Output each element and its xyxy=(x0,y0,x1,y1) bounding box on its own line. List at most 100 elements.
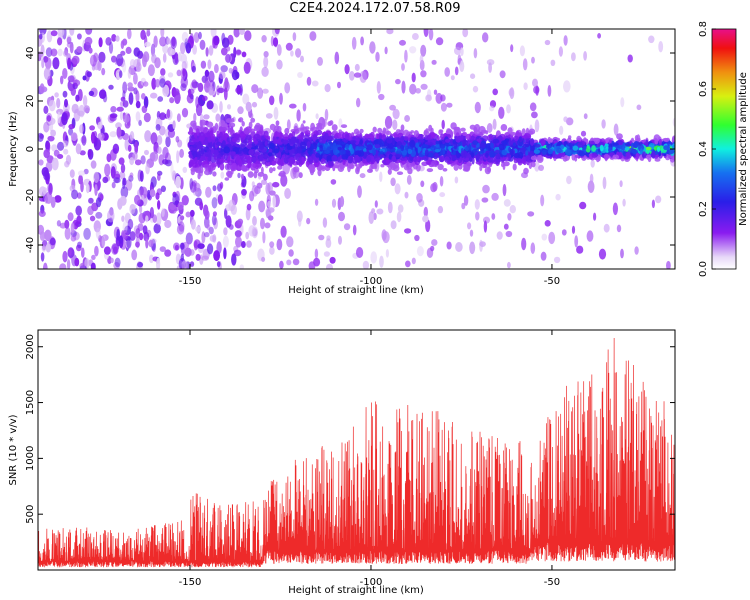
spectrogram-cell xyxy=(56,97,61,109)
snr-series-line xyxy=(38,338,675,568)
spectrogram-cell xyxy=(386,137,393,144)
spectrogram-cell xyxy=(297,134,303,140)
spectrogram-cell xyxy=(322,217,328,228)
spectrogram-cell xyxy=(418,139,425,143)
spectrogram-cell xyxy=(567,143,574,147)
spectrogram-cell xyxy=(265,207,272,218)
colorbar-label: Normalized spectral amplitude xyxy=(738,72,749,226)
y-tick-label: 40 xyxy=(25,47,36,60)
spectrogram-cell xyxy=(251,101,258,108)
spectrogram-cell xyxy=(306,217,311,225)
spectrogram-cell xyxy=(404,115,410,122)
spectrogram-cell xyxy=(241,165,248,171)
spectrogram-cell xyxy=(509,148,514,156)
spectrogram-cell xyxy=(192,44,198,55)
spectrogram-cell xyxy=(226,118,233,124)
spectrogram-cell xyxy=(593,137,600,144)
spectrogram-cell xyxy=(555,193,561,201)
spectrogram-cell xyxy=(292,32,297,42)
x-tick-label: -150 xyxy=(179,577,202,588)
spectrogram-cell xyxy=(191,139,199,143)
spectrogram-cell xyxy=(276,238,283,251)
spectrogram-cell xyxy=(132,151,138,161)
spectrogram-cell xyxy=(93,171,100,184)
spectrogram-cell xyxy=(194,167,199,172)
spectrogram-cell xyxy=(265,135,271,140)
spectrogram-cell xyxy=(609,152,615,156)
spectrogram-cell xyxy=(269,123,276,131)
spectrogram-cell xyxy=(414,234,420,242)
spectrogram-cell xyxy=(208,45,214,56)
spectrogram-cell xyxy=(385,249,389,258)
spectrogram-cell xyxy=(304,126,310,131)
spectrogram-cell xyxy=(47,135,55,142)
spectrogram-cell xyxy=(164,219,172,229)
spectrogram-cell xyxy=(39,231,46,242)
spectrogram-cell xyxy=(51,144,58,152)
spectrogram-cell xyxy=(425,219,431,233)
spectrogram-cell xyxy=(455,136,462,143)
spectrogram-cell xyxy=(651,150,656,159)
spectrogram-cell xyxy=(419,54,424,64)
spectrogram-cell xyxy=(420,44,427,57)
spectrogram-cell xyxy=(576,245,584,254)
spectrogram-cell xyxy=(416,246,424,257)
spectrogram-cell xyxy=(612,154,620,160)
spectrogram-cell xyxy=(226,137,230,142)
spectrogram-cell xyxy=(255,151,260,156)
spectrogram-cell xyxy=(298,172,303,179)
spectrogram-cell xyxy=(525,155,531,161)
spectrogram-cell xyxy=(111,181,116,189)
spectrogram-cell xyxy=(391,155,397,163)
spectrogram-cell xyxy=(382,231,390,244)
spectrogram-cell xyxy=(79,124,84,134)
spectrogram-cell xyxy=(155,78,161,88)
spectrogram-cell xyxy=(282,139,289,145)
spectrogram-cell xyxy=(207,85,215,96)
spectrogram-cell xyxy=(89,125,95,131)
spectrogram-cell xyxy=(122,61,127,73)
spectrogram-cell xyxy=(255,164,259,170)
spectrogram-cell xyxy=(544,39,551,46)
spectrogram-cell xyxy=(199,201,204,211)
spectrogram-cell xyxy=(359,139,363,145)
spectrogram-x-label: Height of straight line (km) xyxy=(288,285,424,296)
spectrogram-cell xyxy=(620,97,625,108)
spectrogram-cell xyxy=(248,128,256,133)
spectrogram-cell xyxy=(352,224,357,236)
spectrogram-cell xyxy=(201,95,208,102)
spectrogram-cell xyxy=(77,33,82,40)
spectrogram-cell xyxy=(507,261,511,269)
spectrogram-cell xyxy=(502,183,507,197)
spectrogram-cell xyxy=(64,98,68,108)
spectrogram-cell xyxy=(193,32,200,43)
spectrogram-cell xyxy=(153,223,161,234)
spectrogram-cell xyxy=(272,195,277,209)
spectrogram-cell xyxy=(389,161,395,168)
spectrogram-cell xyxy=(598,248,607,260)
spectrogram-cell xyxy=(243,61,251,74)
spectrogram-cell xyxy=(149,254,154,264)
spectrogram-cell xyxy=(242,93,250,105)
spectrogram-cell xyxy=(159,36,167,47)
spectrogram-cell xyxy=(50,30,58,37)
spectrogram-cell xyxy=(472,140,478,146)
spectrogram-cell xyxy=(75,143,82,155)
spectrogram-cell xyxy=(598,142,605,147)
spectrogram-cell xyxy=(75,205,82,216)
spectrogram-cell xyxy=(162,53,167,63)
spectrogram-cell xyxy=(194,156,198,164)
spectrogram-cell xyxy=(307,149,314,155)
spectrogram-cell xyxy=(479,142,486,149)
spectrogram-cell xyxy=(491,192,499,201)
spectrogram-cell xyxy=(143,81,149,87)
spectrogram-cell xyxy=(71,189,79,200)
spectrogram-cell xyxy=(324,108,329,121)
spectrogram-cell xyxy=(199,166,204,174)
spectrogram-cell xyxy=(422,144,429,149)
spectrogram-cell xyxy=(427,134,432,139)
spectrogram-cell xyxy=(490,142,494,149)
spectrogram-cell xyxy=(517,151,524,160)
